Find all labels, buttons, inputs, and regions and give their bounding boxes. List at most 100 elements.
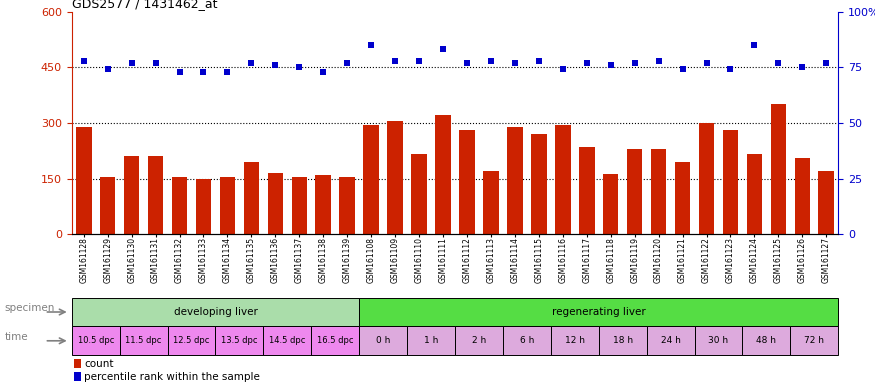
Bar <box>220 177 235 234</box>
Bar <box>579 147 594 234</box>
Text: developing liver: developing liver <box>173 307 257 317</box>
Bar <box>388 121 402 234</box>
Text: 24 h: 24 h <box>661 336 681 345</box>
Point <box>724 66 738 73</box>
Point <box>819 60 833 66</box>
Bar <box>312 326 360 355</box>
Bar <box>172 177 187 234</box>
Text: 13.5 dpc: 13.5 dpc <box>221 336 257 345</box>
Text: specimen: specimen <box>4 303 55 313</box>
Bar <box>243 162 259 234</box>
Bar <box>699 123 714 234</box>
Bar <box>598 326 647 355</box>
Bar <box>626 149 642 234</box>
Bar <box>148 156 164 234</box>
Bar <box>651 149 667 234</box>
Point <box>172 69 186 75</box>
Text: 48 h: 48 h <box>756 336 776 345</box>
Point <box>388 58 402 64</box>
Point <box>604 62 618 68</box>
Text: 0 h: 0 h <box>376 336 390 345</box>
Point <box>77 58 91 64</box>
Bar <box>215 326 263 355</box>
Point <box>772 60 786 66</box>
Point <box>364 42 378 48</box>
Text: 1 h: 1 h <box>424 336 438 345</box>
Text: GDS2577 / 1431462_at: GDS2577 / 1431462_at <box>72 0 217 10</box>
Bar <box>435 116 451 234</box>
Bar <box>291 177 307 234</box>
Point <box>197 69 211 75</box>
Point <box>269 62 283 68</box>
Bar <box>76 127 92 234</box>
Bar <box>407 326 455 355</box>
Point <box>460 60 474 66</box>
Bar <box>459 130 475 234</box>
Bar <box>507 127 522 234</box>
Text: percentile rank within the sample: percentile rank within the sample <box>84 371 260 382</box>
Text: 72 h: 72 h <box>804 336 824 345</box>
Point <box>149 60 163 66</box>
Bar <box>168 326 215 355</box>
Point <box>292 64 306 70</box>
Bar <box>411 154 427 234</box>
Text: 12.5 dpc: 12.5 dpc <box>173 336 210 345</box>
Bar <box>483 171 499 234</box>
Point <box>436 46 450 53</box>
Text: 12 h: 12 h <box>564 336 584 345</box>
Bar <box>72 298 360 326</box>
Text: 14.5 dpc: 14.5 dpc <box>270 336 305 345</box>
Bar <box>771 104 786 234</box>
Bar <box>551 326 598 355</box>
Text: 2 h: 2 h <box>472 336 487 345</box>
Point <box>556 66 570 73</box>
Point <box>124 60 138 66</box>
Bar <box>340 177 355 234</box>
Bar <box>746 154 762 234</box>
Point <box>580 60 594 66</box>
Bar <box>723 130 738 234</box>
Point <box>220 69 234 75</box>
Bar <box>360 298 838 326</box>
Bar <box>120 326 168 355</box>
Point <box>484 58 498 64</box>
Point <box>795 64 809 70</box>
Bar <box>790 326 838 355</box>
Point <box>532 58 546 64</box>
Bar <box>455 326 503 355</box>
Bar <box>742 326 790 355</box>
Point <box>747 42 761 48</box>
Text: 30 h: 30 h <box>709 336 729 345</box>
Bar <box>603 174 619 234</box>
Bar <box>72 326 120 355</box>
Bar <box>503 326 551 355</box>
Bar <box>363 125 379 234</box>
Point <box>652 58 666 64</box>
Bar <box>268 173 284 234</box>
Bar <box>555 125 570 234</box>
Bar <box>74 359 80 368</box>
Bar <box>196 179 211 234</box>
Bar <box>316 175 331 234</box>
Point <box>699 60 713 66</box>
Point <box>316 69 330 75</box>
Bar <box>74 372 80 381</box>
Text: 16.5 dpc: 16.5 dpc <box>317 336 354 345</box>
Point <box>412 58 426 64</box>
Point <box>101 66 115 73</box>
Text: regenerating liver: regenerating liver <box>552 307 646 317</box>
Bar <box>100 177 116 234</box>
Bar <box>794 158 810 234</box>
Point <box>340 60 354 66</box>
Bar <box>818 171 834 234</box>
Point <box>627 60 641 66</box>
Point <box>676 66 690 73</box>
Text: 10.5 dpc: 10.5 dpc <box>78 336 114 345</box>
Bar <box>531 134 547 234</box>
Bar <box>695 326 742 355</box>
Point <box>507 60 522 66</box>
Point <box>244 60 258 66</box>
Text: time: time <box>4 332 28 342</box>
Text: 18 h: 18 h <box>612 336 633 345</box>
Bar <box>647 326 695 355</box>
